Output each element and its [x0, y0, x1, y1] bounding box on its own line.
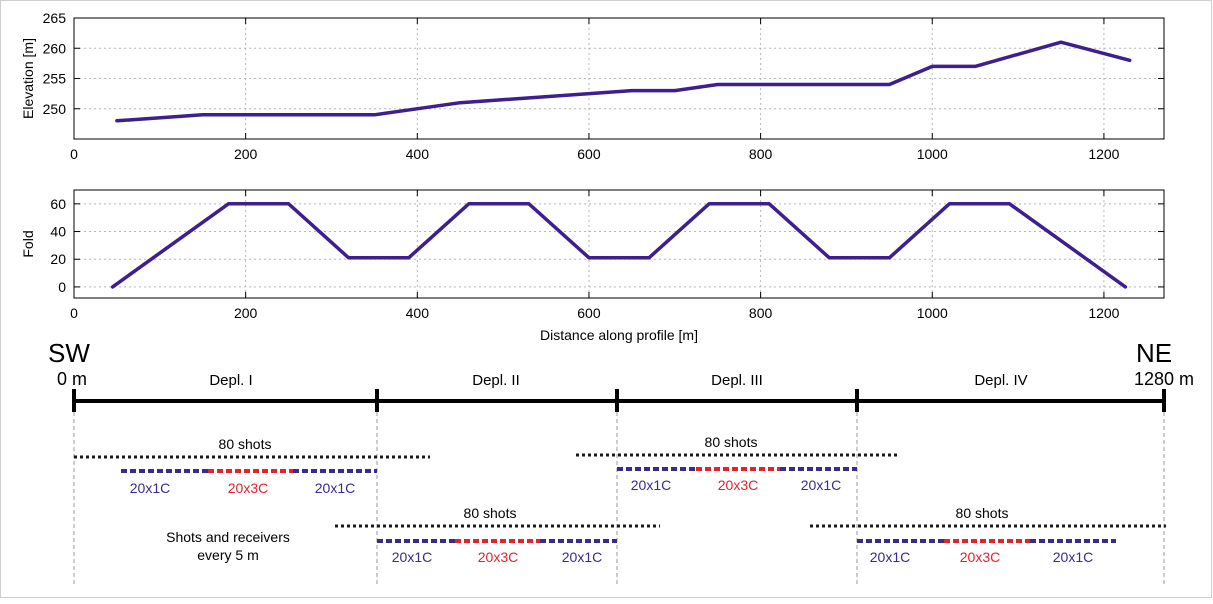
receivers-1c-label: 20x1C	[631, 477, 671, 493]
fold-series-line	[110, 202, 1128, 289]
ne-distance: 1280 m	[1134, 369, 1194, 389]
fold-x-tick-label: 1000	[917, 305, 948, 321]
sw-distance: 0 m	[57, 369, 87, 389]
elevation-y-tick-label: 250	[43, 101, 67, 117]
deployment-label-2: Depl. II	[472, 372, 520, 389]
receivers-3c-label: 20x3C	[228, 480, 268, 496]
fold-x-axis-label: Distance along profile [m]	[540, 327, 698, 343]
sw-label: SW	[48, 338, 90, 368]
receivers-1c-label: 20x1C	[870, 549, 910, 565]
fold-x-tick-label: 600	[577, 305, 601, 321]
receivers-1c-label: 20x1C	[801, 477, 841, 493]
elevation-x-tick-label: 1000	[917, 146, 948, 162]
deployment-label-1: Depl. I	[209, 372, 252, 389]
fold-y-tick-label: 40	[50, 224, 66, 240]
deployment-label-3: Depl. III	[711, 372, 763, 389]
elevation-x-tick-label: 600	[577, 146, 601, 162]
fold-x-tick-label: 0	[70, 305, 78, 321]
fold-x-tick-label: 1200	[1088, 305, 1119, 321]
elevation-x-tick-label: 400	[406, 146, 430, 162]
shots-label: 80 shots	[219, 436, 272, 452]
deployment-diagram: SW 0 m NE 1280 m Depl. I Depl. II Depl. …	[48, 338, 1194, 585]
fold-y-axis-label: Fold	[20, 230, 36, 257]
fold-y-tick-label: 20	[50, 251, 66, 267]
shots-label: 80 shots	[464, 505, 517, 521]
elevation-y-axis-label: Elevation [m]	[20, 38, 36, 119]
receivers-1c-label: 20x1C	[130, 480, 170, 496]
fold-x-tick-label: 400	[406, 305, 430, 321]
receivers-1c-label: 20x1C	[392, 549, 432, 565]
spacing-note-line-2: every 5 m	[197, 547, 258, 563]
spacing-note-line-1: Shots and receivers	[166, 529, 290, 545]
ne-label: NE	[1136, 338, 1172, 368]
receivers-3c-label: 20x3C	[960, 549, 1000, 565]
fold-axes-frame	[73, 189, 1165, 299]
receivers-1c-label: 20x1C	[315, 480, 355, 496]
elevation-y-tick-label: 255	[43, 71, 67, 87]
elevation-x-tick-label: 800	[749, 146, 773, 162]
elevation-y-tick-label: 260	[43, 40, 67, 56]
deployment-label-4: Depl. IV	[974, 372, 1027, 389]
elevation-series-line	[115, 40, 1132, 123]
shots-label: 80 shots	[956, 505, 1009, 521]
receivers-1c-label: 20x1C	[1053, 549, 1093, 565]
receivers-1c-label: 20x1C	[562, 549, 602, 565]
elevation-x-tick-label: 0	[70, 146, 78, 162]
receivers-3c-label: 20x3C	[478, 549, 518, 565]
fold-x-tick-label: 200	[234, 305, 258, 321]
fold-y-tick-label: 0	[58, 279, 66, 295]
shots-label: 80 shots	[705, 434, 758, 450]
elevation-y-tick-label: 265	[43, 10, 67, 26]
elevation-x-tick-label: 1200	[1088, 146, 1119, 162]
elevation-chart: 0 200 400 600 800 1000 1200 250 255 260 265 Elevati…	[20, 10, 1165, 162]
elevation-x-tick-label: 200	[234, 146, 258, 162]
fold-y-tick-label: 60	[50, 196, 66, 212]
fold-x-tick-label: 800	[749, 305, 773, 321]
fold-chart: 0 200 400 600 800 1000 1200 0 20 40 60 Fold Distance…	[20, 189, 1165, 343]
receivers-3c-label: 20x3C	[718, 477, 758, 493]
